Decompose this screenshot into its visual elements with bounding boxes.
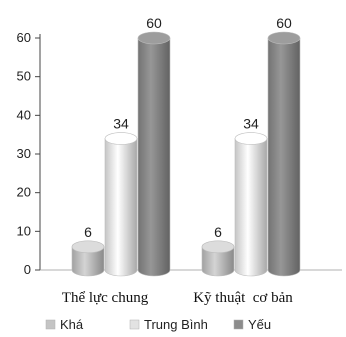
y-tick-label: 20 [17,185,31,200]
bar: 34 [234,116,268,277]
legend-item: Yếu [233,317,271,332]
bar: 6 [71,224,105,277]
bar-top [267,31,301,45]
bar-top [201,240,235,254]
category-labels: Thể lực chung Kỹ thuật cơ bản [62,290,294,306]
y-tick-label: 50 [17,69,31,84]
bar-top [104,132,138,145]
data-label: 34 [243,116,259,132]
data-label: 6 [84,224,92,240]
legend-item: Khá [45,317,84,332]
bar: 6 [201,224,235,277]
category-label: Thể lực chung [62,290,149,306]
legend-label: Khá [60,317,84,332]
legend: Khá Trung Bình Yếu [45,317,271,332]
y-tick-label: 30 [17,146,31,161]
legend-swatch [45,319,56,330]
bar: 60 [137,15,171,277]
data-label: 34 [113,116,129,132]
bar-top [234,132,268,145]
bar-top [71,240,105,254]
bar: 60 [267,15,301,277]
bar-body [267,37,301,277]
y-tick-label: 40 [17,107,31,122]
bar-body [137,37,171,277]
legend-swatch [129,319,140,330]
bar: 34 [104,116,138,277]
category-label: Kỹ thuật cơ bản [193,290,293,306]
legend-label: Yếu [248,317,271,332]
bar-top [137,31,171,45]
legend-label: Trung Bình [144,317,208,332]
data-label: 6 [214,224,222,240]
legend-item: Trung Bình [129,317,208,332]
data-label: 60 [276,15,292,31]
legend-swatch [233,319,244,330]
bar-body [234,138,268,277]
bar-body [104,138,138,277]
bar-body [71,246,105,277]
y-tick-label: 60 [17,30,31,45]
bar-body [201,246,235,277]
bars: 6 34 60 6 34 60 [71,15,301,277]
y-tick-label: 0 [24,262,31,277]
data-label: 60 [146,15,162,31]
y-axis: 0 10 20 30 40 50 60 [17,30,342,277]
y-tick-label: 10 [17,223,31,238]
